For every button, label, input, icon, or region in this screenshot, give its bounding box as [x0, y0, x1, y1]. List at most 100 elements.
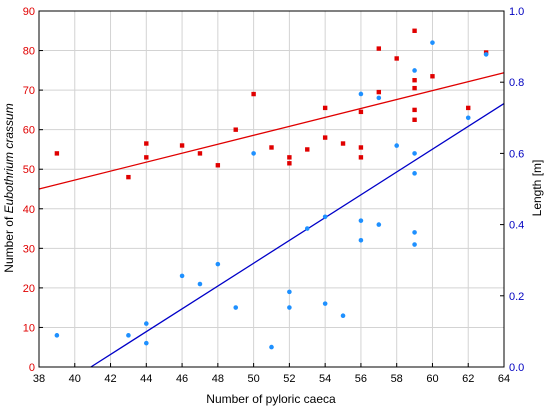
- right-tick-label: 0.0: [509, 362, 524, 374]
- data-point-square: [358, 145, 364, 150]
- x-tick-label: 46: [176, 373, 188, 385]
- data-point-square: [144, 155, 149, 160]
- left-axis-ticks: 0 10 20 30 40 50 60 70 80 90: [23, 6, 43, 374]
- x-tick-label: 38: [33, 373, 45, 385]
- data-point-circle: [358, 218, 364, 223]
- data-point-square: [54, 151, 60, 156]
- data-point-square: [233, 127, 238, 132]
- data-point-circle: [215, 261, 221, 267]
- left-tick-label: 70: [23, 85, 35, 97]
- data-markers: [54, 28, 489, 350]
- data-point-square: [466, 105, 471, 111]
- data-point-square: [215, 163, 221, 168]
- right-axis-ticks: 0.0 0.2 0.4 0.6 0.8 1.0: [500, 6, 524, 374]
- data-point-circle: [269, 344, 274, 350]
- left-axis-label-italic: Eubothrium crassum: [2, 103, 16, 213]
- right-tick-label: 0.4: [509, 220, 524, 232]
- data-point-circle: [179, 273, 185, 279]
- data-point-circle: [376, 95, 382, 101]
- data-point-square: [287, 161, 292, 166]
- data-point-circle: [287, 289, 292, 295]
- data-point-circle: [233, 305, 239, 310]
- data-point-square: [269, 145, 274, 150]
- data-point-circle: [322, 214, 328, 220]
- data-point-square: [376, 89, 382, 95]
- data-point-circle: [394, 143, 399, 148]
- data-point-square: [412, 85, 417, 91]
- right-tick-label: 0.8: [509, 77, 524, 89]
- data-point-circle: [465, 115, 471, 121]
- x-tick-label: 48: [212, 373, 224, 385]
- right-tick-label: 1.0: [509, 6, 524, 18]
- data-point-circle: [430, 40, 435, 45]
- left-tick-label: 0: [29, 362, 35, 374]
- right-tick-label: 0.2: [509, 291, 524, 303]
- data-point-circle: [251, 151, 256, 156]
- data-point-square: [412, 107, 417, 113]
- x-tick-label: 56: [355, 373, 367, 385]
- data-point-square: [197, 151, 203, 156]
- left-tick-label: 20: [23, 283, 35, 295]
- x-tick-label: 58: [391, 373, 403, 385]
- data-point-circle: [412, 68, 417, 73]
- x-tick-label: 54: [319, 373, 331, 385]
- data-point-square: [287, 155, 292, 160]
- data-point-square: [144, 141, 149, 146]
- data-point-circle: [358, 91, 364, 97]
- x-tick-label: 62: [462, 373, 474, 385]
- data-point-circle: [412, 242, 417, 247]
- data-point-square: [412, 117, 417, 122]
- x-tick-label: 60: [426, 373, 438, 385]
- data-point-square: [179, 143, 185, 148]
- data-point-square: [358, 109, 364, 115]
- data-point-circle: [376, 222, 382, 227]
- x-tick-label: 42: [104, 373, 116, 385]
- x-axis-ticks: 38 40 42 44 46 48 50 52 54 56 58 60 62 64: [33, 363, 510, 385]
- data-point-circle: [54, 333, 60, 338]
- data-point-circle: [340, 313, 346, 319]
- data-point-circle: [304, 226, 310, 231]
- x-axis-label: Number of pyloric caeca: [206, 392, 336, 406]
- right-axis-label: Length [m]: [530, 160, 544, 217]
- left-tick-label: 40: [23, 204, 35, 216]
- x-tick-label: 50: [247, 373, 259, 385]
- data-point-circle: [412, 151, 417, 156]
- data-point-circle: [322, 301, 328, 306]
- trend-line-left: [38, 72, 505, 190]
- x-tick-label: 64: [498, 373, 510, 385]
- data-point-circle: [412, 171, 417, 176]
- left-tick-label: 80: [23, 46, 35, 58]
- left-tick-label: 50: [23, 164, 35, 176]
- left-tick-label: 90: [23, 6, 35, 18]
- data-point-circle: [197, 281, 203, 287]
- data-point-square: [251, 91, 256, 97]
- data-point-square: [305, 147, 310, 152]
- trend-line-right: [90, 103, 505, 368]
- x-tick-label: 52: [283, 373, 295, 385]
- data-point-circle: [287, 305, 292, 310]
- x-tick-label: 44: [140, 373, 152, 385]
- data-point-square: [430, 74, 435, 79]
- data-point-square: [394, 56, 399, 61]
- data-point-square: [340, 141, 346, 146]
- trend-lines: [38, 72, 505, 368]
- right-tick-label: 0.6: [509, 148, 524, 160]
- data-point-circle: [126, 333, 131, 338]
- left-tick-label: 30: [23, 243, 35, 255]
- data-point-circle: [412, 230, 417, 235]
- data-point-circle: [144, 340, 149, 346]
- data-point-circle: [483, 52, 489, 57]
- left-tick-label: 60: [23, 125, 35, 137]
- left-axis-label-prefix: Number of: [2, 213, 16, 272]
- plot-frame: [38, 10, 505, 368]
- data-point-square: [376, 46, 382, 51]
- data-point-square: [126, 174, 131, 180]
- data-point-square: [412, 28, 417, 33]
- left-axis-label: Number of Eubothrium crassum: [2, 103, 16, 272]
- data-point-square: [322, 105, 328, 111]
- data-point-square: [412, 78, 417, 83]
- data-point-circle: [144, 321, 149, 326]
